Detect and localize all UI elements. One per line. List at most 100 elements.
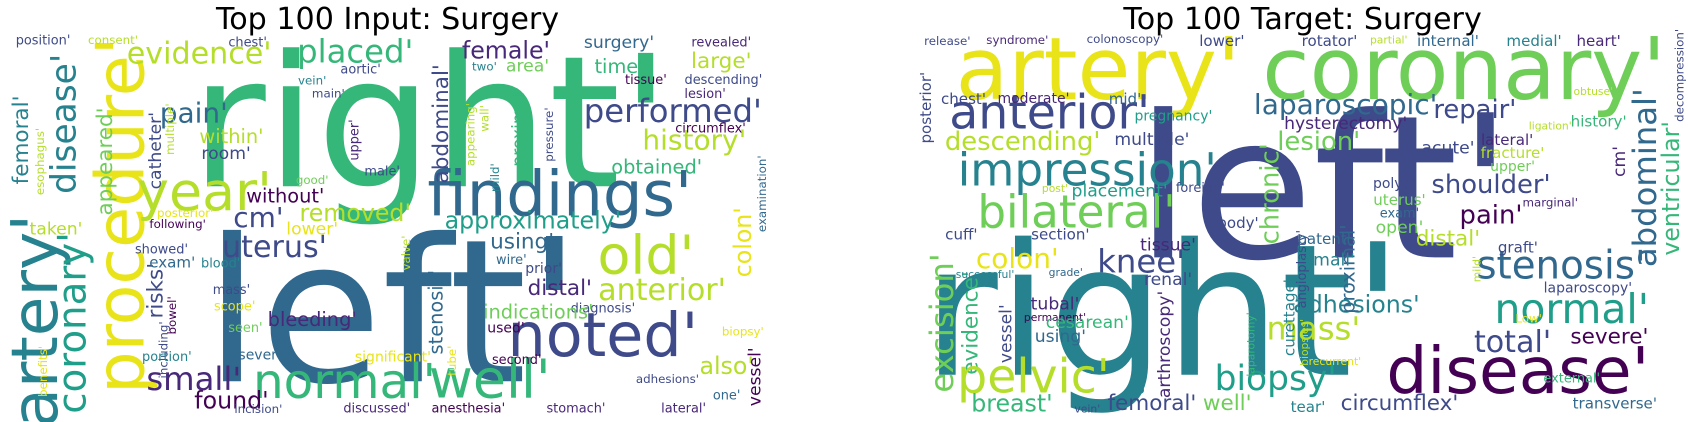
word: mass' (1266, 309, 1360, 347)
word: open' (1376, 218, 1424, 238)
word: cuff' (945, 226, 977, 244)
word: body' (1217, 214, 1258, 232)
word: mid' (1109, 90, 1142, 108)
word: removed' (300, 199, 411, 227)
chart-title: Top 100 Target: Surgery (1122, 2, 1481, 37)
word: dilation' (1129, 326, 1149, 395)
word: appearing' (463, 103, 477, 166)
word: wall' (477, 105, 491, 132)
word: lesion' (1277, 127, 1360, 157)
word: room' (201, 144, 250, 164)
word: chest' (228, 36, 267, 51)
word: position' (16, 33, 71, 48)
word: male' (364, 165, 400, 180)
word: acute' (1421, 139, 1474, 159)
word: second' (492, 353, 542, 368)
word: pain' (160, 97, 228, 130)
word: left' (1135, 72, 1512, 304)
word: including' (157, 321, 171, 378)
word: risks' (144, 263, 169, 319)
word: approximately' (445, 207, 622, 235)
word: tissue' (1140, 235, 1196, 255)
word: stenosis' (424, 270, 447, 355)
word: large' (691, 49, 751, 74)
word: scope' (214, 299, 255, 314)
word: biopsies' (1298, 319, 1311, 366)
word: right' (923, 206, 1403, 419)
word: angioplasty' (1295, 230, 1310, 308)
word: repair' (1433, 95, 1516, 125)
word: surgery' (584, 33, 654, 53)
word: biopsy' (722, 325, 764, 339)
word: ventricular' (1657, 121, 1685, 256)
word: rotator' (1302, 32, 1358, 50)
word: vessel' (746, 347, 766, 406)
word: area' (506, 57, 549, 77)
word: pain' (1460, 200, 1523, 230)
word: shoulder' (1431, 170, 1550, 200)
word: chronic' (1255, 143, 1285, 244)
word: polyp' (1373, 176, 1415, 192)
word: vessel' (997, 304, 1017, 363)
word: disease' (45, 54, 85, 194)
word: tear' (1291, 398, 1326, 416)
word: arthroscopy' (1155, 291, 1175, 398)
word: also' (699, 352, 753, 380)
word: syndrome' (986, 33, 1048, 47)
word: placement' (1072, 182, 1168, 202)
word: normal' (1494, 285, 1649, 333)
word: release' (924, 34, 970, 48)
word: stomach' (546, 402, 605, 417)
word: vein' (1074, 403, 1100, 416)
word: uterus' (1373, 191, 1425, 209)
word: pressure' (542, 107, 556, 161)
word: moderate' (998, 91, 1070, 107)
word: taken' (30, 219, 83, 239)
word: using' (490, 230, 554, 255)
word: pregnancy' (1134, 108, 1212, 124)
word: artery' (0, 214, 73, 422)
word: laparoscopic' (1254, 88, 1437, 121)
word: patent' (1297, 230, 1351, 248)
word: proximal' (509, 87, 529, 166)
word: old' (598, 224, 695, 287)
word: breast' (971, 390, 1052, 418)
word: examination' (755, 155, 769, 232)
word: diagnosis' (571, 301, 636, 316)
word: findings' (427, 157, 692, 230)
word: obtained' (611, 155, 702, 178)
word: biopsy' (1215, 359, 1337, 399)
word: esophagus' (33, 128, 47, 195)
word: indications' (483, 301, 593, 324)
word: tissue' (625, 73, 667, 88)
word: impression' (958, 144, 1217, 197)
word: using' (1035, 327, 1086, 347)
word: stenosis' (1476, 243, 1645, 288)
word: abdominal' (429, 64, 454, 183)
word: wire' (496, 253, 527, 268)
word: mild' (488, 163, 502, 192)
word: laparotomy' (1244, 312, 1257, 376)
word: portion' (142, 350, 192, 365)
word: following' (149, 217, 205, 231)
word: vein' (298, 74, 326, 88)
word: pelvic' (957, 349, 1110, 404)
word: main' (312, 87, 345, 101)
word: without' (246, 184, 324, 207)
word: anesthesia' (431, 402, 505, 417)
word: adhesions' (636, 372, 699, 386)
word: fracture' (1481, 144, 1545, 162)
word: one' (713, 389, 741, 404)
word: multiple' (163, 103, 177, 155)
word: disease' (1386, 334, 1649, 409)
word: distal' (1416, 226, 1480, 251)
word: discussed' (343, 402, 410, 417)
word: obtuse' (1573, 85, 1613, 98)
word: artery' (956, 20, 1241, 120)
word: coronary' (1262, 20, 1666, 120)
word: tube' (445, 346, 459, 376)
word: femoral' (9, 96, 34, 185)
word: femoral' (1107, 391, 1196, 416)
word: internal' (1417, 32, 1479, 50)
word: permanent' (1024, 311, 1086, 324)
